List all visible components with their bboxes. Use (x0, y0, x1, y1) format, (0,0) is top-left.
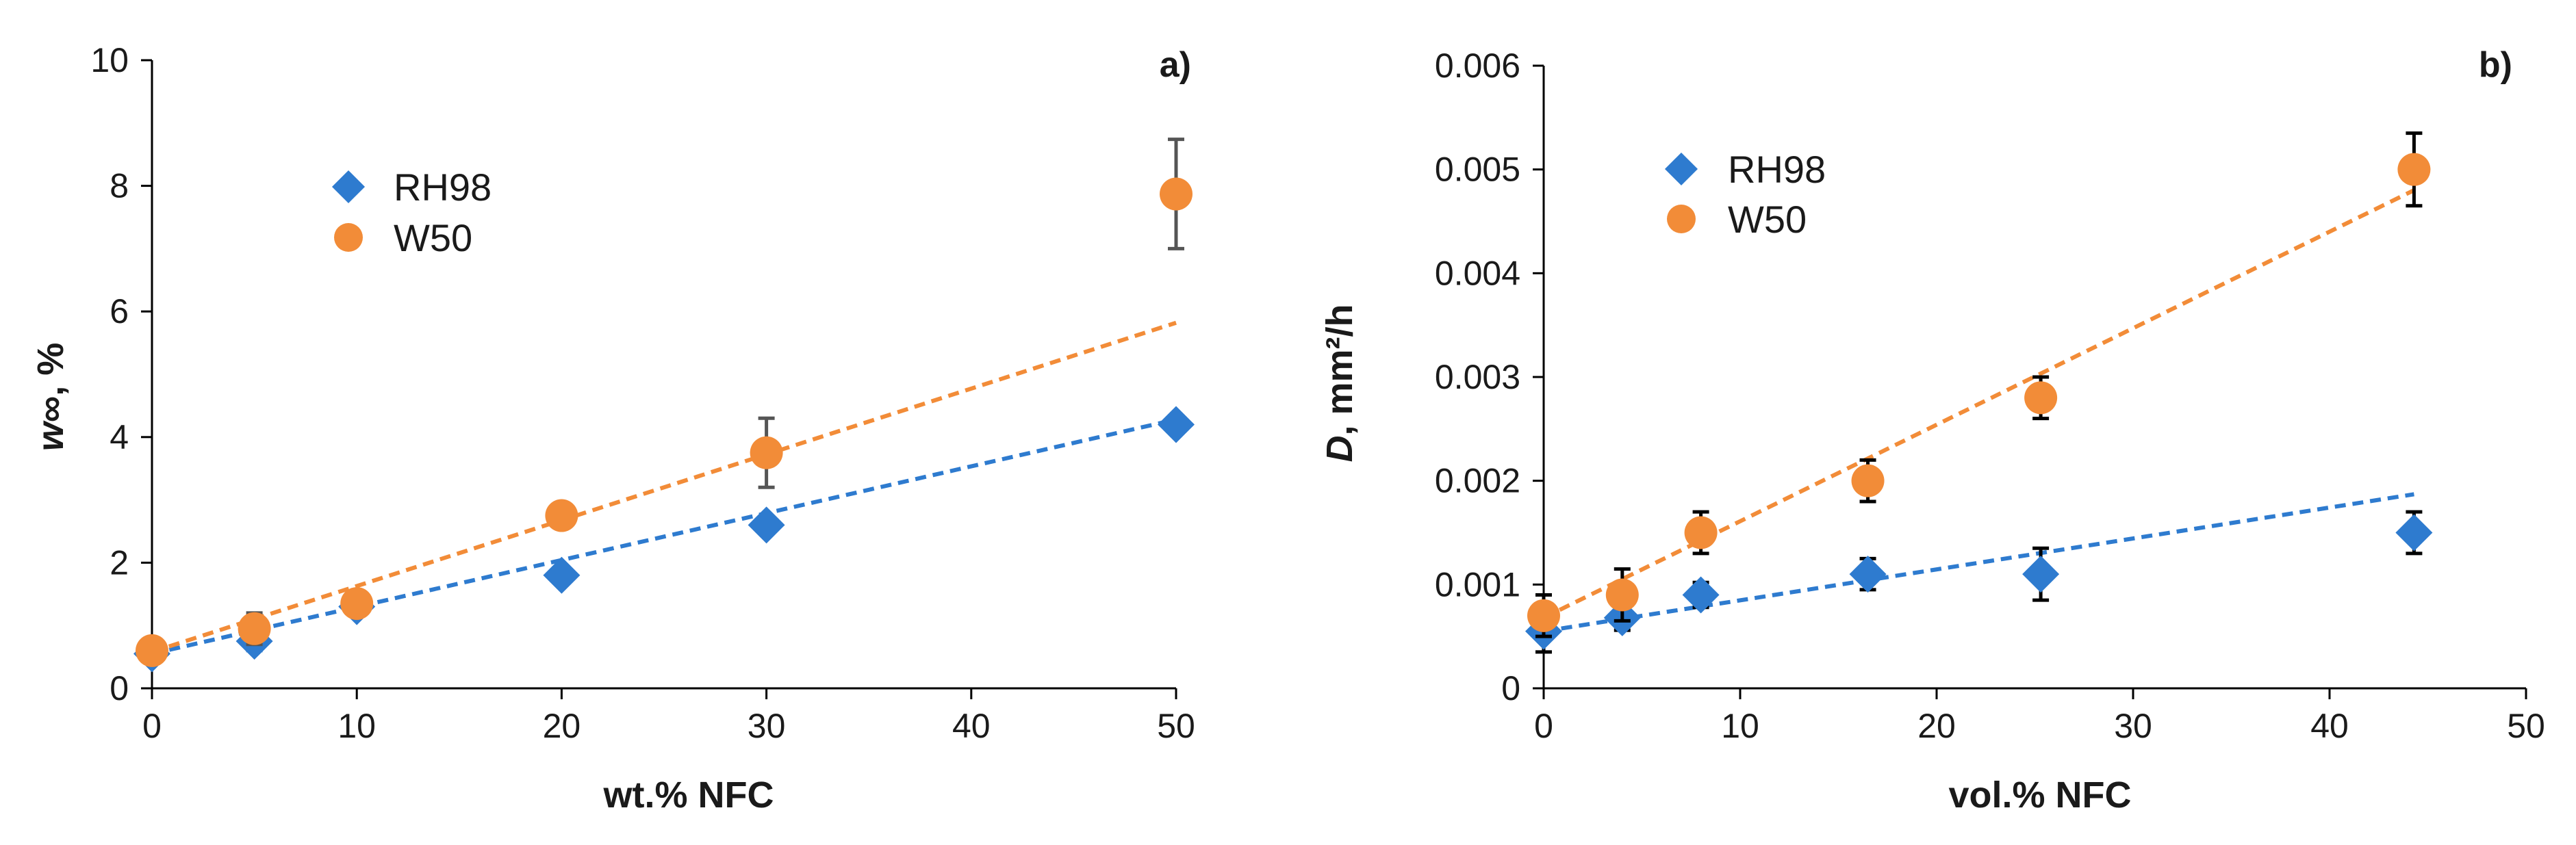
panel-a-x-tick-label: 50 (1157, 707, 1195, 745)
panel-a-trendline-rh98 (151, 417, 1177, 656)
panel-a-y-tick-label: 10 (90, 41, 129, 79)
panel-a-chart: a) wt.% NFC w∞, % RH98 W50 0 10 20 30 40 50 0 2… (30, 41, 1195, 816)
panel-b-y-tick-label: 0.003 (1435, 358, 1520, 396)
panel-b-legend-marker-rh98 (1664, 152, 1698, 186)
panel-b-y-axis-title-symbol: D (1319, 436, 1360, 463)
panel-b-x-tick-label: 40 (2310, 707, 2349, 745)
panel-a-x-axis-title: wt.% NFC (603, 775, 774, 816)
panel-b-y-tick-label: 0.004 (1435, 254, 1520, 292)
panel-b-point-w50 (1605, 578, 1639, 612)
panel-b-point-rh98 (1849, 556, 1887, 593)
panel-a-x-tick-label: 20 (543, 707, 581, 745)
panel-a-point-w50 (1160, 177, 1193, 211)
panel-a-y-axis-title-symbol: w (30, 420, 71, 451)
panel-a-x-tick-label: 0 (142, 707, 162, 745)
panel-b-x-tick-label: 10 (1721, 707, 1759, 745)
panel-a-legend: RH98 W50 (331, 166, 492, 259)
panel-b-point-w50 (2397, 153, 2431, 186)
panel-a-point-w50 (238, 612, 271, 645)
panel-a-y-tick-label: 0 (110, 669, 129, 707)
panel-b-y-axis-title-unit: , mm²/h (1319, 304, 1360, 435)
panel-b-x-tick-label: 0 (1534, 707, 1553, 745)
panel-a-legend-marker-w50 (334, 223, 363, 252)
panel-b-point-w50 (1684, 516, 1718, 549)
panel-b-y-tick-label: 0 (1501, 669, 1520, 707)
panel-a-y-tick-label: 2 (110, 543, 129, 582)
panel-b-x-tick-label: 30 (2114, 707, 2152, 745)
panel-a-legend-label-rh98: RH98 (394, 166, 492, 209)
panel-a-point-w50 (750, 436, 783, 469)
panel-a-x-tick-label: 10 (337, 707, 376, 745)
panel-a-point-rh98 (543, 556, 581, 594)
panel-a-x-tick-label: 40 (952, 707, 991, 745)
panel-b-point-rh98 (1682, 576, 1720, 614)
panel-a-y-tick-label: 8 (110, 167, 129, 205)
panel-b-legend-label-rh98: RH98 (1728, 148, 1826, 191)
panel-a-y-axis-title-unit: ∞, % (30, 343, 71, 423)
panel-a-point-w50 (340, 587, 374, 621)
panel-a-label: a) (1160, 45, 1191, 85)
panel-b-legend: RH98 W50 (1664, 148, 1826, 241)
panel-b-trendline-w50 (1542, 188, 2415, 620)
panel-a-y-tick-label: 6 (110, 292, 129, 330)
panel-a-point-rh98 (1158, 406, 1195, 443)
panel-a-legend-label-w50: W50 (394, 216, 472, 259)
panel-b-point-w50 (2024, 381, 2058, 415)
panel-b-chart: b) vol.% NFC D, mm²/h RH98 W50 0 10 20 30 40… (1319, 45, 2545, 816)
panel-b-point-rh98 (2022, 556, 2060, 593)
panel-b-point-w50 (1527, 599, 1560, 632)
panel-b-trendline-rh98 (1543, 492, 2414, 634)
panel-b-x-axis-title: vol.% NFC (1948, 775, 2131, 816)
panel-a-point-w50 (136, 634, 168, 667)
panel-a-y-tick-label: 4 (110, 418, 129, 456)
panel-b-point-rh98 (2395, 514, 2433, 551)
panel-b-x-tick-label: 20 (1917, 707, 1956, 745)
panel-a-x-tick-label: 30 (748, 707, 786, 745)
panel-b-y-tick-label: 0.002 (1435, 462, 1520, 500)
panel-b-label: b) (2479, 45, 2512, 85)
panel-b-x-tick-label: 50 (2507, 707, 2545, 745)
panel-a-point-w50 (545, 499, 578, 532)
panel-a-point-rh98 (748, 506, 785, 544)
panel-b-y-tick-label: 0.005 (1435, 151, 1520, 189)
panel-a-y-axis-title: w∞, % (30, 343, 71, 452)
panel-a-legend-marker-rh98 (331, 170, 366, 204)
panel-b-y-tick-label: 0.006 (1435, 47, 1520, 85)
panel-b-y-tick-label: 0.001 (1435, 565, 1520, 603)
panel-a-trendline-w50 (151, 320, 1177, 654)
panel-b-y-axis-title: D, mm²/h (1319, 304, 1360, 462)
panel-b-point-w50 (1851, 464, 1885, 497)
panel-b-legend-label-w50: W50 (1728, 198, 1807, 241)
panel-b-legend-marker-w50 (1667, 205, 1696, 233)
